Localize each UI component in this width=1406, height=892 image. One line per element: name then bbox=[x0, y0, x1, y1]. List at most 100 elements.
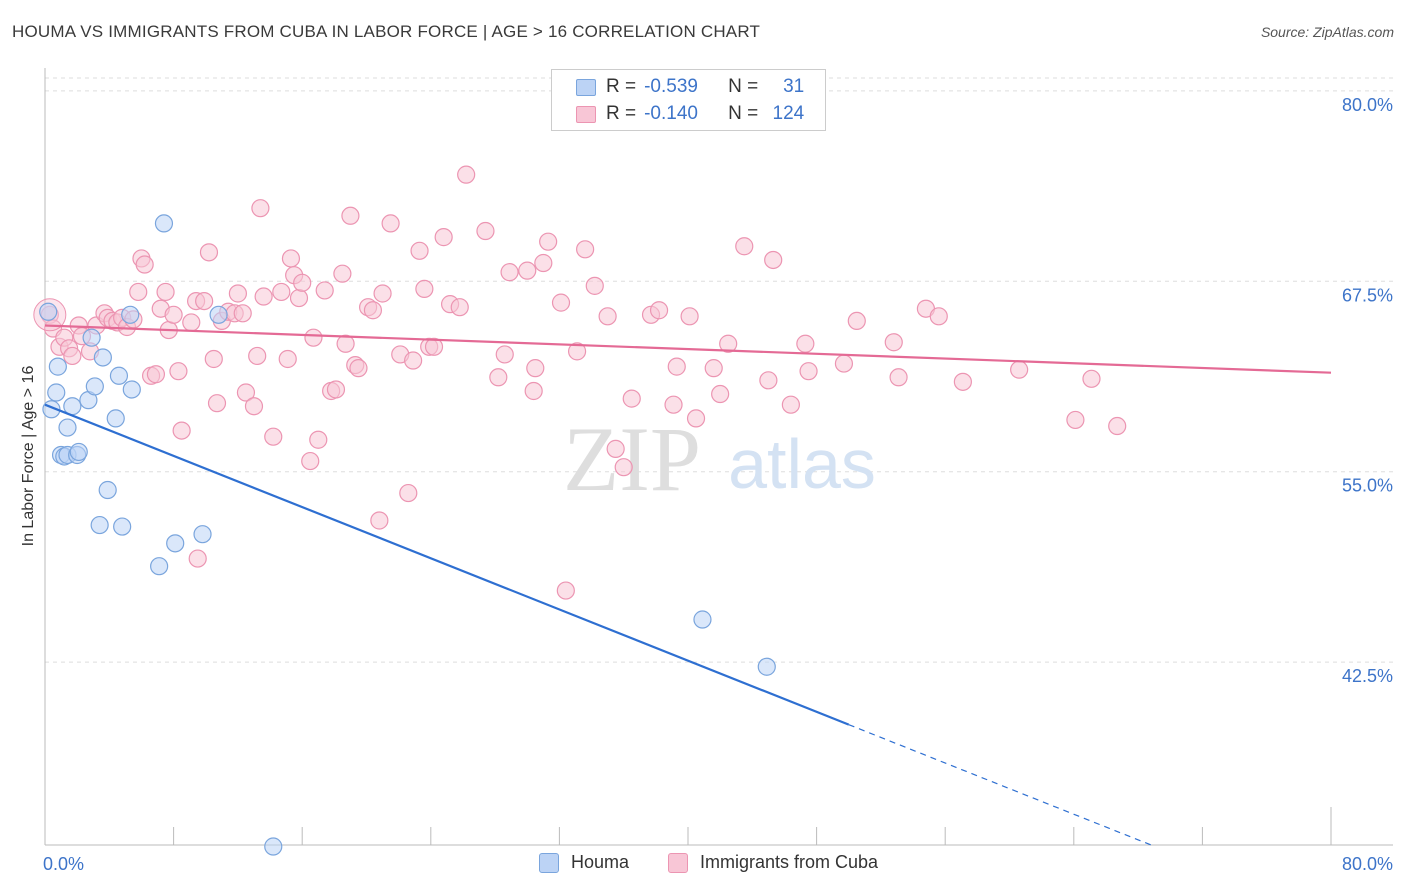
cuba-point bbox=[489, 368, 508, 387]
cuba-point bbox=[236, 383, 256, 402]
cuba-point bbox=[188, 549, 207, 568]
cuba-point bbox=[759, 371, 778, 390]
cuba-point bbox=[341, 206, 360, 225]
axes bbox=[44, 68, 1393, 846]
cuba-point bbox=[254, 287, 273, 306]
cuba-point bbox=[169, 362, 188, 381]
cuba-point bbox=[278, 349, 297, 369]
houma-point bbox=[122, 380, 141, 399]
cuba-point bbox=[1082, 369, 1101, 388]
x-tick-label: 80.0% bbox=[1342, 854, 1393, 874]
cuba-point bbox=[272, 282, 291, 302]
cuba-point bbox=[622, 389, 641, 408]
houma-point bbox=[154, 214, 174, 233]
legend-n-value: 31 bbox=[783, 76, 805, 97]
y-tick-label: 67.5% bbox=[1342, 285, 1393, 305]
cuba-point bbox=[349, 359, 368, 378]
cuba-point bbox=[172, 421, 191, 440]
cuba-point bbox=[884, 333, 903, 352]
houma-point bbox=[93, 348, 112, 367]
cuba-point bbox=[567, 342, 587, 361]
watermark: ZIP atlas bbox=[563, 408, 876, 510]
series-houma-points bbox=[39, 214, 776, 856]
cuba-point bbox=[434, 228, 453, 247]
cuba-point bbox=[606, 439, 625, 458]
source-label: Source: ZipAtlas.com bbox=[1260, 24, 1394, 40]
legend-r-label: R = bbox=[606, 76, 637, 97]
houma-point bbox=[58, 418, 77, 437]
cuba-point bbox=[539, 232, 558, 251]
chart-title: HOUMA VS IMMIGRANTS FROM CUBA IN LABOR F… bbox=[12, 22, 761, 41]
cuba-point bbox=[248, 346, 267, 366]
cuba-point bbox=[735, 237, 754, 256]
legend-cuba-label: Immigrants from Cuba bbox=[700, 852, 879, 872]
cuba-point bbox=[500, 263, 519, 282]
cuba-point bbox=[304, 328, 323, 347]
cuba-point bbox=[156, 282, 175, 302]
legend-item-houma[interactable]: Houma bbox=[539, 852, 629, 873]
tick-labels: 42.5% 55.0% 67.5% 80.0% 0.0% 80.0% bbox=[43, 95, 1393, 874]
cuba-point bbox=[207, 394, 227, 413]
cuba-point bbox=[649, 301, 669, 320]
cuba-point bbox=[301, 451, 320, 471]
houma-point bbox=[85, 377, 104, 396]
houma-point bbox=[757, 657, 776, 676]
houma-point bbox=[193, 525, 212, 544]
legend-n-value: 124 bbox=[772, 103, 805, 124]
houma-point bbox=[82, 328, 101, 347]
cuba-point bbox=[199, 243, 219, 262]
legend-row-houma: R = -0.539 N = 31 bbox=[576, 75, 804, 99]
legend-n-label: N = bbox=[728, 103, 759, 124]
cuba-point bbox=[424, 337, 444, 356]
watermark-zip: ZIP bbox=[563, 408, 701, 510]
houma-point bbox=[121, 305, 140, 324]
cuba-point bbox=[309, 430, 328, 449]
legend-item-cuba[interactable]: Immigrants from Cuba bbox=[668, 852, 878, 873]
cuba-point bbox=[315, 281, 334, 300]
houma-point bbox=[109, 366, 129, 385]
cuba-point bbox=[373, 284, 392, 303]
cuba-point bbox=[195, 292, 214, 311]
cuba-point bbox=[381, 214, 400, 233]
cuba-point bbox=[135, 255, 154, 274]
houma-point bbox=[150, 557, 169, 576]
legend-r-label: R = bbox=[606, 103, 637, 124]
cuba-point bbox=[781, 395, 800, 414]
trend-lines bbox=[44, 324, 1332, 846]
cuba-point bbox=[598, 307, 617, 326]
cuba-point bbox=[399, 483, 418, 503]
legend-row-cuba: R = -0.140 N = 124 bbox=[576, 102, 804, 126]
houma-point bbox=[264, 837, 283, 856]
houma-point bbox=[209, 305, 228, 324]
houma-point bbox=[47, 383, 66, 402]
houma-point bbox=[693, 610, 712, 629]
cuba-point bbox=[799, 362, 818, 381]
cuba-point bbox=[182, 313, 201, 332]
cuba-point bbox=[415, 279, 434, 299]
legend-r-value: -0.140 bbox=[644, 103, 698, 124]
cuba-point bbox=[711, 384, 730, 404]
x-tick-label: 0.0% bbox=[43, 854, 84, 874]
legend-houma-label: Houma bbox=[571, 852, 630, 872]
cuba-point bbox=[889, 368, 908, 387]
cuba-point bbox=[953, 372, 972, 391]
cuba-point bbox=[281, 249, 301, 268]
cuba-point bbox=[719, 334, 738, 353]
cuba-point bbox=[404, 351, 423, 370]
houma-trend-extension bbox=[848, 724, 1152, 846]
cuba-point bbox=[146, 365, 166, 384]
cuba-point bbox=[614, 458, 633, 477]
cuba-point bbox=[370, 511, 389, 530]
cuba-point bbox=[667, 357, 686, 376]
cuba-point bbox=[686, 409, 706, 428]
y-tick-label: 80.0% bbox=[1342, 95, 1393, 115]
cuba-point bbox=[204, 349, 223, 369]
cuba-point bbox=[63, 346, 82, 366]
cuba-point bbox=[1066, 410, 1085, 430]
cuba-point bbox=[363, 301, 383, 320]
cuba-point bbox=[450, 298, 469, 317]
houma-point bbox=[90, 515, 109, 535]
cuba-point bbox=[556, 581, 575, 600]
cuba-point bbox=[228, 284, 247, 303]
